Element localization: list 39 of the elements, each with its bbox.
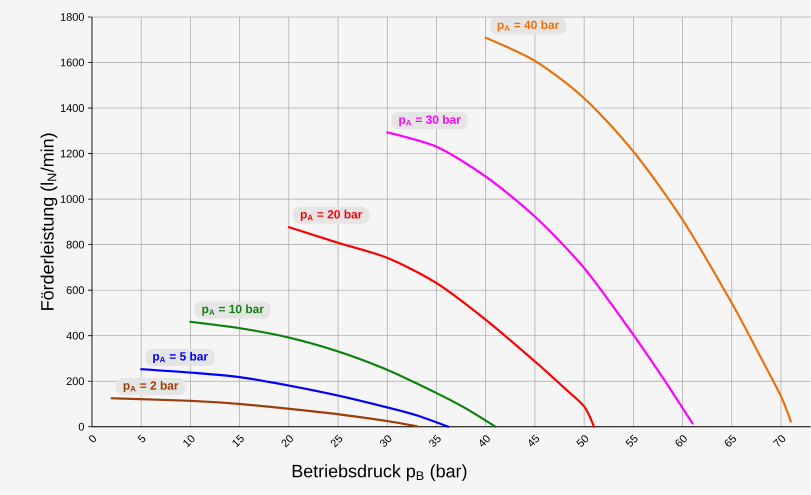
line-series (484, 36, 792, 423)
series-label: p$_{A}$ = 20 bar (300, 210, 362, 222)
series-label: p$_{A}$ = 10 bar (202, 304, 264, 316)
x-axis-title: Betriebsdruck p$_{B}$ (bar) (292, 464, 466, 482)
x-tick-label: 20 (282, 435, 293, 448)
x-tick-label: 10 (183, 435, 194, 448)
x-tick-label: 65 (724, 434, 736, 447)
x-tick-label: 60 (676, 435, 687, 447)
x-tick-label: 25 (330, 434, 342, 448)
line-series (110, 397, 418, 428)
y-tick-label: 0 (78, 423, 84, 431)
x-tick-label: 5 (138, 434, 146, 443)
series-label: p$_{A}$ = 40 bar (498, 20, 560, 32)
y-tick-label: 1400 (60, 104, 84, 112)
y-tick-label: 1800 (60, 13, 84, 22)
series-label: p$_{A}$ = 30 bar (399, 115, 461, 126)
x-tick-label: 45 (528, 434, 540, 447)
y-tick-label: 800 (66, 240, 84, 249)
x-tick-label: 35 (429, 434, 441, 447)
y-axis-title: Förderleistung (l$_{N}$/min) (40, 134, 58, 310)
line-series (386, 131, 694, 425)
line-series (189, 320, 497, 428)
y-tick-label: 400 (66, 332, 84, 340)
y-tick-label: 1000 (60, 195, 84, 204)
series-label: p$_{A}$ = 5 bar (153, 352, 208, 364)
x-tick-label: 15 (232, 434, 244, 448)
y-tick-label: 600 (66, 286, 84, 294)
y-tick-label: 1600 (60, 58, 84, 67)
series-label: p$_{A}$ = 2 bar (124, 381, 178, 392)
x-tick-label: 30 (380, 435, 392, 447)
x-tick-label: 50 (576, 435, 588, 447)
line-series (140, 368, 450, 428)
y-tick-label: 1200 (60, 150, 84, 158)
x-tick-label: 70 (772, 435, 786, 447)
y-tick-label: 200 (66, 378, 84, 386)
line-series (288, 226, 596, 428)
x-tick-label: 55 (625, 434, 638, 447)
x-tick-label: 0 (89, 435, 96, 442)
x-tick-label: 40 (480, 435, 490, 447)
